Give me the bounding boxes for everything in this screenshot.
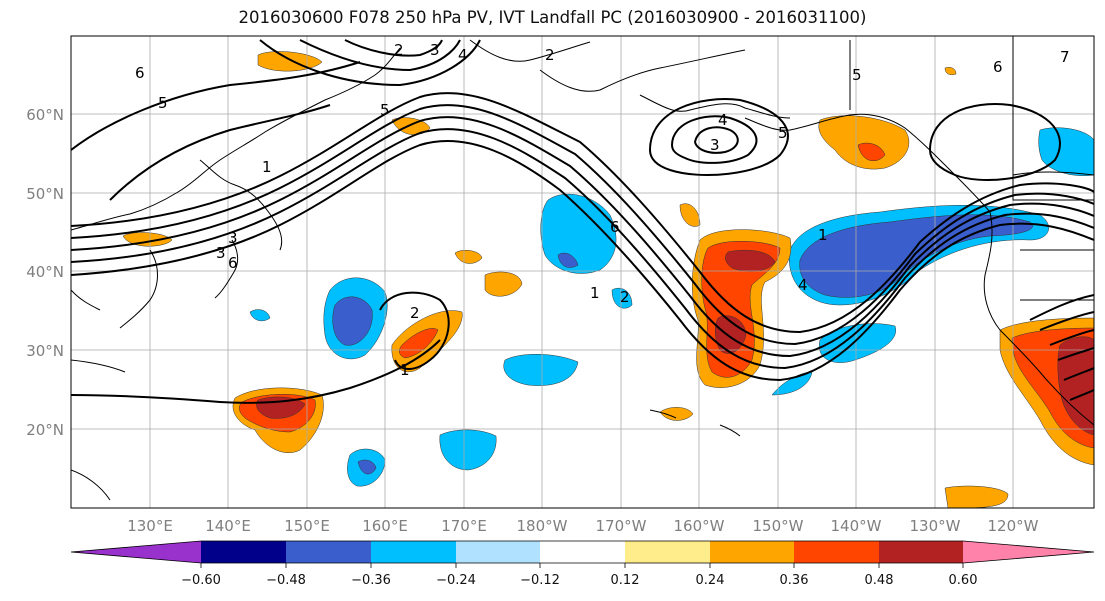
colorbar-swatch <box>794 541 879 563</box>
pos-anomaly-central <box>659 203 792 421</box>
colorbar-swatch <box>286 541 371 563</box>
colorbar-tick-label: 0.60 <box>949 573 978 588</box>
colorbar-tick-label: −0.60 <box>181 573 221 588</box>
contour-label: 4 <box>798 276 808 294</box>
lat-label-50n: 50°N <box>26 185 64 203</box>
contour-label: 6 <box>228 254 238 272</box>
lon-label: 180°W <box>517 517 568 535</box>
contour-label: 5 <box>852 66 862 84</box>
contour-label: 5 <box>778 124 788 142</box>
contour-label: 5 <box>158 94 168 112</box>
colorbar-swatch <box>201 541 286 563</box>
colorbar-swatch <box>456 541 540 563</box>
lat-label-60n: 60°N <box>26 106 64 124</box>
colorbar: −0.60 −0.48 −0.36 −0.24 −0.12 0.12 0.24 … <box>70 540 1095 588</box>
contour-label: 2 <box>394 41 404 59</box>
contour-label: 3 <box>216 244 226 262</box>
contour-label: 2 <box>620 288 630 306</box>
contour-label: 3 <box>430 41 440 59</box>
colorbar-swatch <box>371 541 456 563</box>
lon-label: 150°W <box>753 517 804 535</box>
figure-title: 2016030600 F078 250 hPa PV, IVT Landfall… <box>238 8 867 27</box>
colorbar-tick-label: 0.36 <box>780 573 809 588</box>
contour-label: 5 <box>380 101 390 119</box>
contour-label: 3 <box>228 229 238 247</box>
colorbar-swatch <box>879 541 963 563</box>
contour-label: 6 <box>610 218 620 236</box>
lon-label: 160°E <box>362 517 408 535</box>
colorbar-tick-label: −0.24 <box>436 573 476 588</box>
lon-label: 170°W <box>596 517 647 535</box>
contour-label: 2 <box>410 304 420 322</box>
colorbar-tick-label: 0.48 <box>865 573 894 588</box>
colorbar-tick-label: −0.48 <box>266 573 306 588</box>
lon-label: 130°E <box>127 517 173 535</box>
contour-label: 1 <box>400 361 410 379</box>
lat-label-40n: 40°N <box>26 263 64 281</box>
lon-label: 140°E <box>205 517 251 535</box>
contour-label: 4 <box>718 111 728 129</box>
lat-label-20n: 20°N <box>26 421 64 439</box>
lon-label: 130°W <box>910 517 961 535</box>
contour-label: 1 <box>590 284 600 302</box>
latitude-labels: 60°N 50°N 40°N 30°N 20°N <box>26 106 64 439</box>
colorbar-swatch <box>540 541 625 563</box>
contour-label: 6 <box>993 58 1003 76</box>
contour-label: 1 <box>818 226 828 244</box>
contour-label: 7 <box>1060 48 1070 66</box>
lat-label-30n: 30°N <box>26 342 64 360</box>
contour-label: 6 <box>135 64 145 82</box>
coastlines <box>71 36 1094 501</box>
colorbar-swatch <box>710 541 794 563</box>
contour-label: 4 <box>458 46 468 64</box>
neg-anomaly-west <box>249 277 388 487</box>
graticule <box>71 36 1094 508</box>
colorbar-tick-label: −0.36 <box>351 573 391 588</box>
contour-label: 3 <box>710 136 720 154</box>
colorbar-tick-label: −0.12 <box>520 573 560 588</box>
lon-label: 150°E <box>284 517 330 535</box>
contour-label: 1 <box>262 158 272 176</box>
pos-anomaly-gulf <box>818 115 1009 508</box>
colorbar-swatch <box>625 541 710 563</box>
colorbar-tick-label: 0.12 <box>611 573 640 588</box>
neg-anomaly-central <box>439 193 633 471</box>
longitude-labels: 130°E 140°E 150°E 160°E 170°E 180°W 170°… <box>127 517 1038 535</box>
lon-label: 120°W <box>988 517 1039 535</box>
contour-label: 2 <box>545 46 555 64</box>
colorbar-swatch-extend-high <box>963 541 1094 563</box>
colorbar-swatch-extend-low <box>71 541 201 563</box>
lon-label: 160°W <box>674 517 725 535</box>
pv-contours <box>71 39 1094 404</box>
lon-label: 140°W <box>831 517 882 535</box>
contour-labels: 6 5 2 3 4 1 3 6 5 4 3 5 1 6 2 4 3 7 2 1 … <box>135 41 1070 379</box>
lon-label: 170°E <box>441 517 487 535</box>
colorbar-tick-label: 0.24 <box>696 573 725 588</box>
map-frame <box>70 35 1095 509</box>
